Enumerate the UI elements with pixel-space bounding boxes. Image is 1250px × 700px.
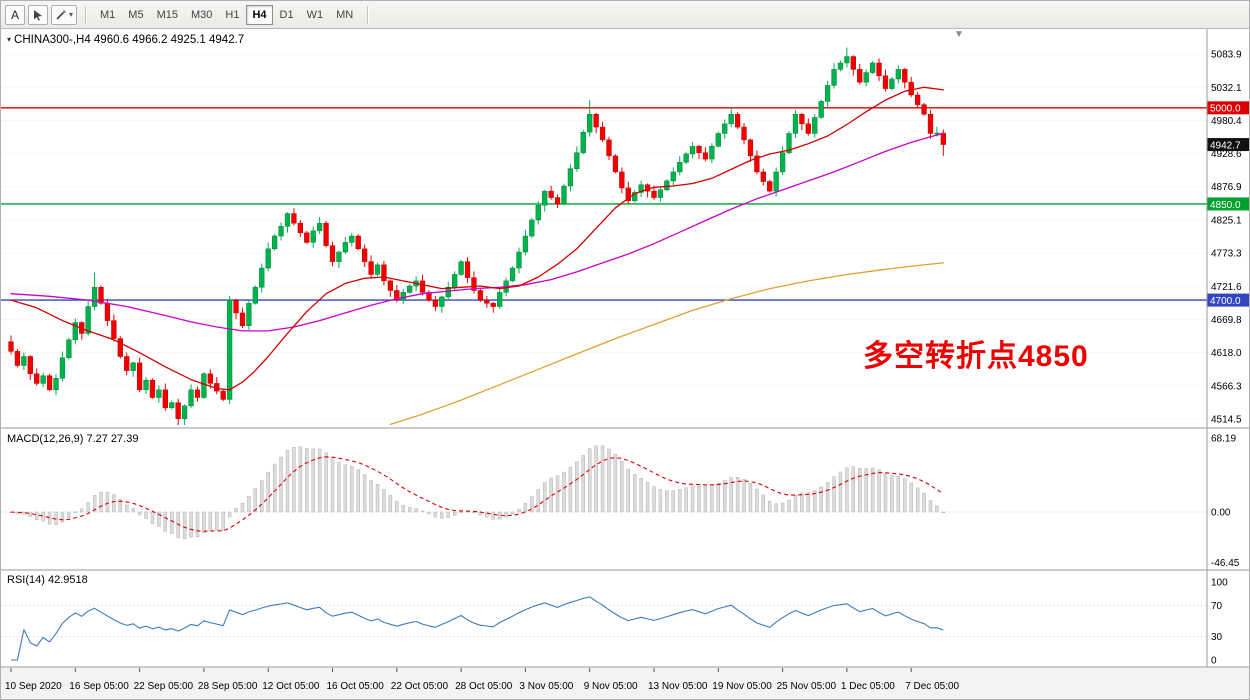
cursor-icon <box>34 9 42 21</box>
svg-text:4669.8: 4669.8 <box>1211 315 1242 326</box>
svg-text:70: 70 <box>1211 601 1223 612</box>
svg-text:3 Nov 05:00: 3 Nov 05:00 <box>519 681 573 692</box>
horizontal-level-lines: 5000.0 4850.0 4700.0 <box>1 101 1249 307</box>
macd-signal-line <box>10 456 944 532</box>
svg-text:4700.0: 4700.0 <box>1210 296 1241 307</box>
svg-text:28 Sep 05:00: 28 Sep 05:00 <box>198 681 258 692</box>
svg-text:5083.9: 5083.9 <box>1211 50 1242 61</box>
timeframe-button-MN[interactable]: MN <box>330 5 359 25</box>
timeframe-button-W1[interactable]: W1 <box>301 5 330 25</box>
current-price-badge: 4942.7 <box>1207 138 1249 151</box>
svg-text:4825.1: 4825.1 <box>1211 215 1242 226</box>
svg-text:16 Sep 05:00: 16 Sep 05:00 <box>69 681 129 692</box>
svg-text:4980.4: 4980.4 <box>1211 116 1242 127</box>
svg-text:9 Nov 05:00: 9 Nov 05:00 <box>584 681 638 692</box>
annotation-text[interactable]: 多空转折点4850 <box>863 340 1089 373</box>
panel-borders <box>1 29 1249 668</box>
svg-text:4721.6: 4721.6 <box>1211 282 1242 293</box>
svg-text:7 Dec 05:00: 7 Dec 05:00 <box>905 681 959 692</box>
svg-text:68.19: 68.19 <box>1211 434 1236 445</box>
ma-magenta-line <box>10 132 944 332</box>
svg-text:10 Sep 2020: 10 Sep 2020 <box>5 681 62 692</box>
rsi-scale[interactable]: 100 70 30 0 <box>1211 578 1228 667</box>
macd-label: MACD(12,26,9) 7.27 27.39 <box>7 433 139 445</box>
svg-text:4850.0: 4850.0 <box>1210 200 1241 211</box>
timeframe-group: M1 M5 M15 M30 H1 H4 D1 W1 MN <box>94 4 359 25</box>
svg-text:4876.9: 4876.9 <box>1211 182 1242 193</box>
svg-text:4928.6: 4928.6 <box>1211 149 1242 160</box>
time-axis-strip <box>1 668 1249 699</box>
ma-red-line <box>10 86 944 391</box>
text-tool-button[interactable]: A <box>5 4 25 25</box>
svg-text:4566.3: 4566.3 <box>1211 381 1242 392</box>
svg-text:4773.3: 4773.3 <box>1211 249 1242 260</box>
rsi-label: RSI(14) 42.9518 <box>7 574 88 586</box>
svg-text:0.00: 0.00 <box>1211 508 1231 519</box>
svg-text:100: 100 <box>1211 578 1228 589</box>
toolbar-separator <box>367 5 369 24</box>
ma-orange-line <box>389 262 944 426</box>
candles-layer <box>8 47 947 426</box>
svg-text:13 Nov 05:00: 13 Nov 05:00 <box>648 681 708 692</box>
svg-text:22 Oct 05:00: 22 Oct 05:00 <box>391 681 449 692</box>
chart-shift-marker-icon: ▼ <box>954 29 964 40</box>
caret-down-icon: ▾ <box>69 9 74 19</box>
svg-text:12 Oct 05:00: 12 Oct 05:00 <box>262 681 320 692</box>
svg-text:4942.7: 4942.7 <box>1210 140 1241 151</box>
svg-text:30: 30 <box>1211 632 1223 643</box>
rsi-line <box>11 596 944 661</box>
timeframe-button-H4[interactable]: H4 <box>246 4 273 25</box>
timeframe-button-M30[interactable]: M30 <box>185 5 218 25</box>
timeframe-button-D1[interactable]: D1 <box>274 5 300 25</box>
toolbar: A ▾ M1 M5 M15 M30 H1 H4 D1 W1 MN <box>1 1 1249 29</box>
timeframe-button-M1[interactable]: M1 <box>94 5 121 25</box>
timeframe-button-H1[interactable]: H1 <box>219 5 245 25</box>
timeframe-button-M5[interactable]: M5 <box>122 5 149 25</box>
macd-histogram <box>9 445 946 540</box>
svg-text:-46.45: -46.45 <box>1211 558 1240 569</box>
svg-text:5000.0: 5000.0 <box>1210 104 1241 115</box>
svg-text:0: 0 <box>1211 656 1217 667</box>
time-axis[interactable]: 10 Sep 2020 16 Sep 05:00 22 Sep 05:00 28 Se… <box>5 668 960 692</box>
svg-text:25 Nov 05:00: 25 Nov 05:00 <box>777 681 837 692</box>
svg-text:5032.1: 5032.1 <box>1211 83 1242 94</box>
svg-text:4618.0: 4618.0 <box>1211 348 1242 359</box>
timeframe-button-M15[interactable]: M15 <box>151 5 184 25</box>
price-scale[interactable]: 5083.9 5032.1 4980.4 4928.6 4876.9 4825.1 4773… <box>1211 50 1242 426</box>
macd-scale[interactable]: 68.19 0.00 -46.45 <box>1211 434 1240 569</box>
svg-text:16 Oct 05:00: 16 Oct 05:00 <box>327 681 385 692</box>
svg-text:1 Dec 05:00: 1 Dec 05:00 <box>841 681 895 692</box>
draw-tool-button[interactable]: ▾ <box>51 4 78 25</box>
svg-text:4514.5: 4514.5 <box>1211 414 1242 425</box>
toolbar-separator <box>85 5 87 24</box>
svg-text:22 Sep 05:00: 22 Sep 05:00 <box>134 681 194 692</box>
svg-text:28 Oct 05:00: 28 Oct 05:00 <box>455 681 513 692</box>
svg-text:19 Nov 05:00: 19 Nov 05:00 <box>712 681 772 692</box>
chart-title: ▾ CHINA300-,H4 4960.6 4966.2 4925.1 4942.… <box>7 34 244 46</box>
symbol-marker-icon: ▾ <box>7 35 12 44</box>
pencil-icon <box>56 10 66 20</box>
symbol-ohlc-label: CHINA300-,H4 4960.6 4966.2 4925.1 4942.7 <box>14 34 245 46</box>
cursor-tool-button[interactable] <box>28 4 48 25</box>
rsi-level-lines <box>1 604 1207 638</box>
